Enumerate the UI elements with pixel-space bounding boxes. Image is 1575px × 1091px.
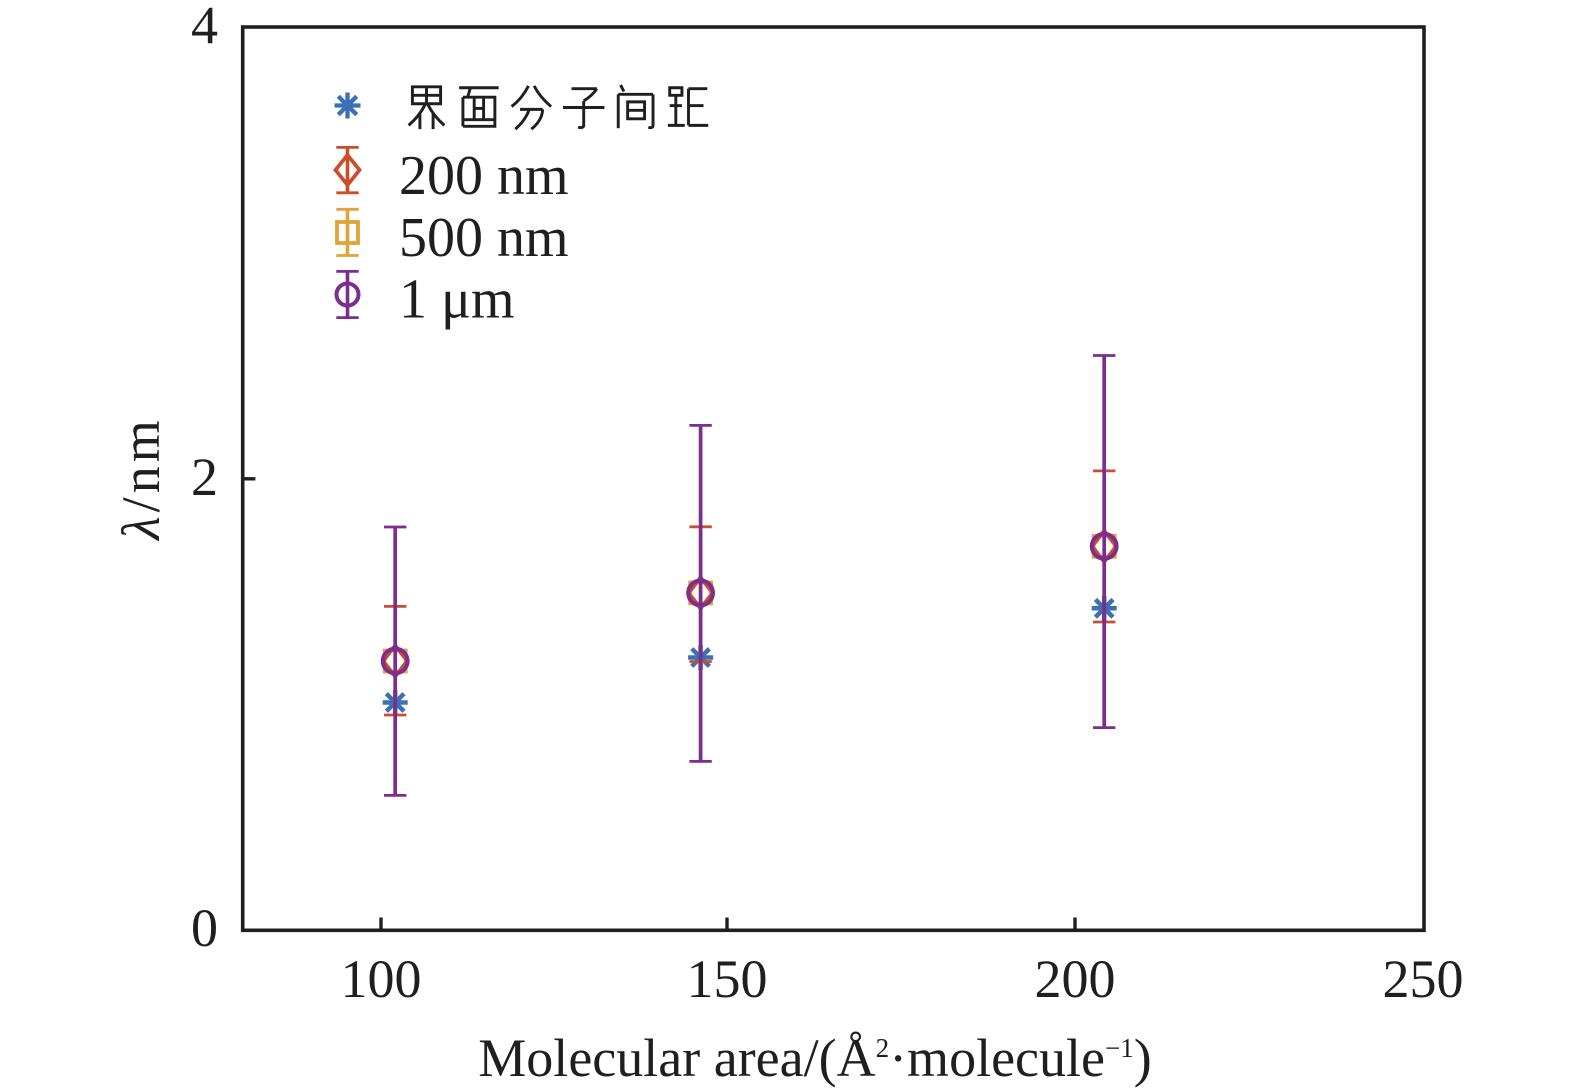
svg-text:λ/nm: λ/nm — [111, 416, 171, 541]
svg-text:2: 2 — [191, 447, 218, 507]
svg-text:100: 100 — [341, 949, 422, 1009]
svg-text:250: 250 — [1383, 949, 1464, 1009]
svg-text:0: 0 — [191, 898, 218, 958]
svg-text:200: 200 — [1035, 949, 1116, 1009]
svg-text:200 nm: 200 nm — [399, 145, 569, 207]
svg-text:150: 150 — [687, 949, 768, 1009]
svg-text:500 nm: 500 nm — [399, 207, 569, 269]
svg-text:4: 4 — [191, 0, 218, 56]
svg-text:Molecular area/(Å2·molecule−1): Molecular area/(Å2·molecule−1) — [478, 1028, 1151, 1088]
svg-text:1 μm: 1 μm — [399, 269, 515, 331]
